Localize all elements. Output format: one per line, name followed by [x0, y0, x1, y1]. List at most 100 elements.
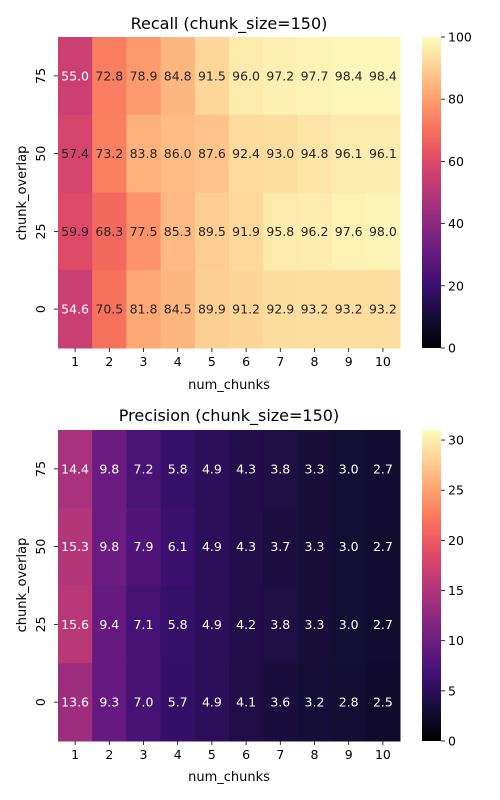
cell-value-label: 7.2 — [134, 461, 154, 476]
heatmap-cell — [58, 37, 93, 116]
cell-value-label: 96.2 — [301, 224, 329, 239]
cell-value-label: 83.8 — [130, 146, 158, 161]
cell-value-label: 3.8 — [270, 461, 290, 476]
heatmap-cell — [126, 585, 162, 664]
x-tick-label: 10 — [375, 354, 391, 369]
cell-value-label: 3.6 — [270, 695, 290, 710]
y-tick-label: 0 — [33, 305, 48, 313]
heatmap-cell — [160, 585, 196, 664]
x-tick-label: 8 — [311, 354, 319, 369]
cell-value-label: 5.8 — [168, 617, 188, 632]
heatmap-cell — [229, 114, 264, 193]
heatmap-cell — [263, 37, 298, 116]
heatmap-cell — [160, 270, 196, 349]
heatmap-cells: 55.0 72.8 78.9 84.8 91.5 96.0 97.2 97.7 98.4 98.4… — [58, 37, 401, 349]
colorbar-tick-label: 0 — [448, 341, 456, 356]
colorbar — [422, 37, 441, 348]
x-tick-label: 6 — [242, 354, 250, 369]
x-tick-label: 3 — [140, 354, 148, 369]
heatmap-cell — [263, 430, 298, 509]
cell-value-label: 93.2 — [369, 302, 397, 317]
x-tick-label: 7 — [276, 747, 284, 762]
cell-value-label: 91.9 — [232, 224, 260, 239]
cell-value-label: 77.5 — [130, 224, 158, 239]
heatmap-cell — [92, 114, 127, 193]
heatmap-cell — [365, 585, 401, 664]
heatmap-cell — [160, 114, 196, 193]
heatmap-cell — [365, 192, 401, 271]
cell-value-label: 89.9 — [198, 302, 226, 317]
x-tick-label: 8 — [311, 747, 319, 762]
colorbar-tick-label: 60 — [448, 154, 464, 169]
cell-value-label: 85.3 — [164, 224, 192, 239]
heatmap-cell — [126, 270, 162, 349]
heatmap-cell — [297, 430, 333, 509]
colorbar-tick-label: 40 — [448, 216, 464, 231]
x-tick-label: 1 — [71, 747, 79, 762]
cell-value-label: 5.8 — [168, 461, 188, 476]
heatmap-cell — [194, 430, 230, 509]
cell-value-label: 84.5 — [164, 302, 192, 317]
cell-value-label: 54.6 — [61, 302, 89, 317]
cell-value-label: 98.0 — [369, 224, 397, 239]
heatmap-cell — [58, 192, 93, 271]
heatmap-cell — [263, 507, 298, 586]
cell-value-label: 89.5 — [198, 224, 226, 239]
heatmap-cell — [126, 430, 162, 509]
cell-value-label: 73.2 — [95, 146, 123, 161]
x-tick-labels: 1 2 3 4 5 6 7 8 9 10 — [71, 348, 391, 369]
cell-value-label: 2.5 — [373, 695, 393, 710]
precision-heatmap: Precision (chunk_size=150) 14.4 9.8 7.2 5.8… — [15, 406, 464, 785]
cell-value-label: 92.4 — [232, 146, 260, 161]
cell-value-label: 98.4 — [335, 68, 363, 83]
heatmap-cell — [365, 114, 401, 193]
colorbar-tick-label: 15 — [448, 583, 464, 598]
y-tick-label: 0 — [33, 698, 48, 706]
cell-value-label: 84.8 — [164, 68, 192, 83]
cell-value-label: 4.1 — [236, 695, 256, 710]
heatmap-cell — [365, 507, 401, 586]
cell-value-label: 3.0 — [339, 539, 359, 554]
cell-value-label: 97.7 — [301, 68, 329, 83]
heatmap-cell — [331, 37, 367, 116]
cell-value-label: 14.4 — [61, 461, 89, 476]
cell-value-label: 81.8 — [130, 302, 158, 317]
x-tick-label: 9 — [345, 354, 353, 369]
recall-heatmap: Recall (chunk_size=150) 55.0 72.8 78.9 84.8… — [15, 14, 472, 393]
heatmap-cell — [229, 585, 264, 664]
cell-value-label: 95.8 — [266, 224, 294, 239]
heatmap-cell — [229, 507, 264, 586]
colorbar-tick-label: 80 — [448, 92, 464, 107]
cell-value-label: 2.8 — [339, 695, 359, 710]
y-tick-label: 25 — [33, 616, 48, 632]
heatmap-cell — [194, 663, 230, 742]
heatmap-cell — [92, 192, 127, 271]
y-axis-label: chunk_overlap — [15, 538, 30, 633]
heatmap-cell — [263, 192, 298, 271]
heatmap-cell — [263, 270, 298, 349]
y-tick-label: 50 — [33, 146, 48, 162]
cell-value-label: 7.0 — [134, 695, 154, 710]
cell-value-label: 96.1 — [335, 146, 363, 161]
heatmap-cell — [92, 507, 127, 586]
heatmap-cell — [58, 430, 93, 509]
cell-value-label: 3.3 — [305, 617, 325, 632]
heatmap-cell — [365, 270, 401, 349]
heatmap-cell — [331, 114, 367, 193]
heatmap-cell — [365, 430, 401, 509]
heatmap-cell — [126, 663, 162, 742]
heatmap-cell — [58, 507, 93, 586]
cell-value-label: 3.2 — [305, 695, 325, 710]
cell-value-label: 2.7 — [373, 461, 393, 476]
colorbar-tick-label: 30 — [448, 433, 464, 448]
chart-title: Recall (chunk_size=150) — [131, 14, 328, 34]
x-tick-label: 2 — [105, 354, 113, 369]
heatmap-cell — [160, 192, 196, 271]
cell-value-label: 3.8 — [270, 617, 290, 632]
cell-value-label: 92.9 — [266, 302, 294, 317]
cell-value-label: 2.7 — [373, 539, 393, 554]
colorbar-tick-label: 25 — [448, 483, 464, 498]
x-tick-labels: 1 2 3 4 5 6 7 8 9 10 — [71, 741, 391, 762]
heatmap-cell — [194, 37, 230, 116]
